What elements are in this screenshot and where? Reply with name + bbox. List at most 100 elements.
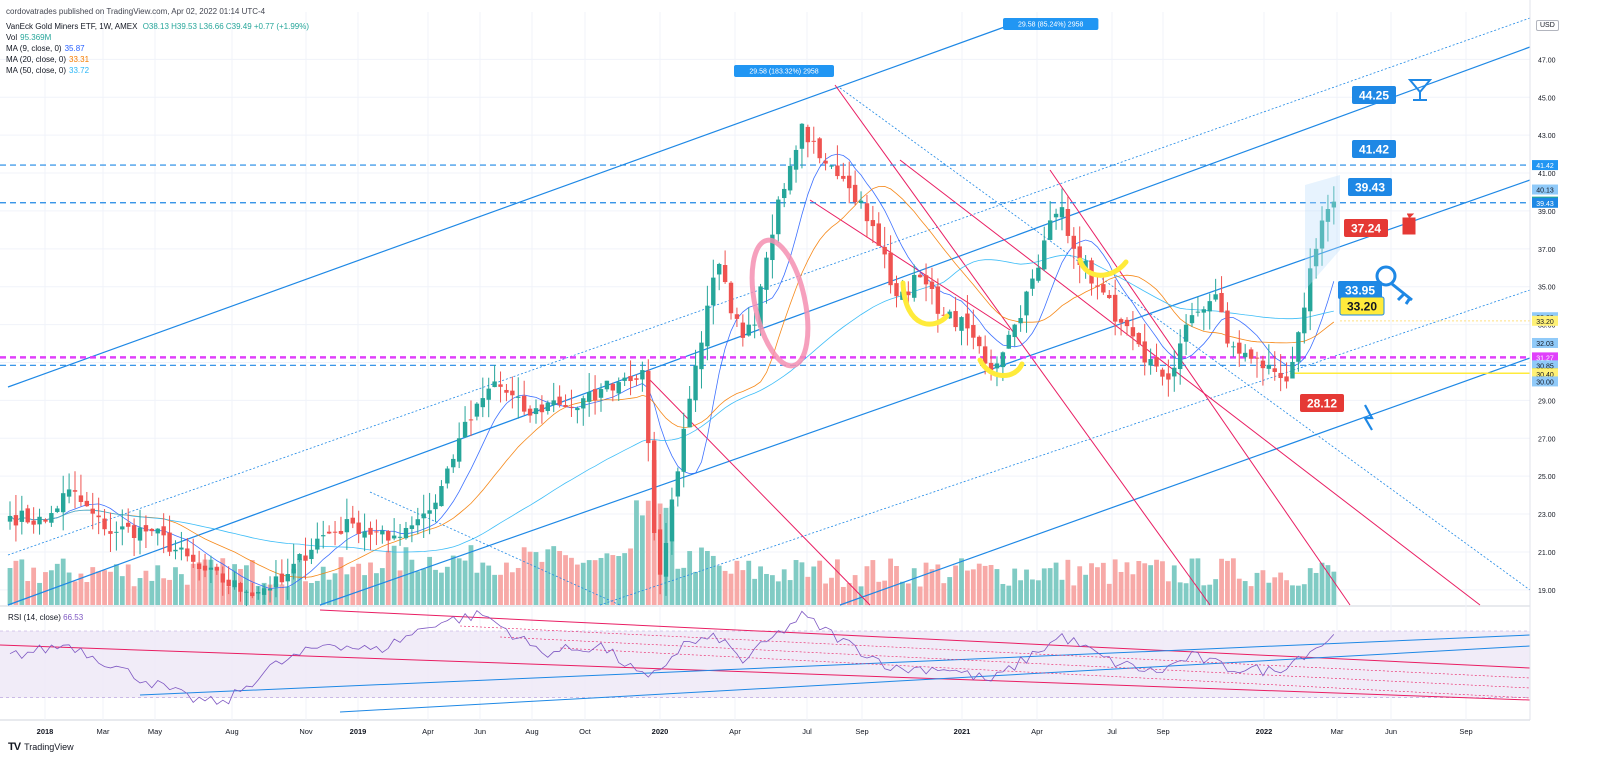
brand-name: TradingView [24,742,74,752]
candle-body [486,388,491,400]
price-tick-label: 35.00 [1538,285,1556,292]
price-tick-label: 47.00 [1538,57,1556,64]
volume-bar [244,565,249,605]
currency-button[interactable]: USD [1536,20,1559,31]
volume-bar [25,581,31,605]
volume-bar [1219,558,1224,605]
volume-bar [1077,566,1083,605]
candle-body [1183,324,1189,342]
candle-body [279,573,285,583]
candle-body [1231,346,1236,348]
price-tick-label: 39.00 [1538,209,1556,216]
candle-body [651,440,657,534]
price-axis[interactable]: 19.0021.0023.0025.0027.0029.0031.0033.00… [1529,0,1600,759]
volume-label: Vol [6,33,18,42]
volume-bar [805,576,811,605]
volume-bar [900,581,905,605]
drawings: 29.58 (85.24%) 2958 29.58 (183.32%) 2958 [734,18,1433,431]
time-tick-label: Jun [474,727,486,736]
ma9-legend[interactable]: MA (9, close, 0) 35.87 [6,43,85,54]
volume-bar [574,564,580,605]
candle-body [1195,311,1201,313]
volume-bar [976,563,982,605]
volume-bar [882,580,888,605]
tradingview-logo[interactable]: TV TradingView [8,741,74,753]
price-callout-bg [1339,296,1385,316]
volume-bar [799,562,805,605]
candle-body [291,563,296,574]
candle-body [90,508,95,514]
candle-body [309,549,314,560]
volume-bar [1018,580,1024,605]
volume-bar [769,575,775,605]
volume-bar [1012,568,1018,605]
candle-body [717,263,722,275]
candle-body [321,535,326,537]
volume-bar [54,563,60,605]
ma20-label: MA (20, close, 0) [6,55,67,64]
volume-bar [545,549,551,605]
time-tick-label: 2020 [652,727,669,736]
rsi-legend[interactable]: RSI (14, close) 66.53 [8,613,83,622]
candle-body [858,200,864,204]
volume-bar [616,556,622,605]
volume-bar [504,562,509,605]
volume-bar [1118,571,1124,605]
volume-bar [1254,572,1260,605]
volume-bar [911,568,917,605]
volume-bar [1142,563,1148,605]
rsi-trend-line [339,645,1531,713]
volume-bar [840,586,846,605]
candle-body [516,396,521,398]
candle-body [78,495,84,502]
volume-bar [161,578,167,605]
symbol-legend[interactable]: VanEck Gold Miners ETF, 1W, AMEX O38.13 … [6,21,309,32]
volume-bar [214,566,220,605]
axis-price-tag: 39.43 [1536,201,1554,208]
volume-bar [1236,578,1242,605]
volume-legend[interactable]: Vol 95.369M [6,32,51,43]
volume-bar [332,573,338,605]
candle-body [977,336,982,347]
price-callout: 33.20 [1347,300,1377,314]
candle-body [415,519,420,526]
candle-body [646,370,651,444]
volume-bar [1313,572,1319,605]
volume-bar [96,571,102,605]
volume-bar [1295,585,1301,605]
cup-drawing [1077,257,1129,278]
candle-body [126,522,131,527]
candle-body [734,314,740,319]
rsi-channel-line [559,647,1531,699]
volume-bar [397,570,403,605]
candle-body [49,513,54,523]
ma50-legend[interactable]: MA (50, close, 0) 33.72 [6,65,89,76]
ma20-legend[interactable]: MA (20, close, 0) 33.31 [6,54,89,65]
candle-body [55,508,60,512]
candle-body [25,508,30,523]
candle-body [722,265,728,283]
candle-body [533,408,539,415]
candle-body [1254,357,1260,359]
volume-bar [580,562,586,605]
time-axis[interactable]: 2018 Mar May Aug Nov 2019 Apr Jun Aug Oct 2020 Apr J… [37,727,1473,736]
candle-body [114,531,119,533]
candle-body [711,277,716,306]
time-tick-label: Apr [422,727,434,736]
volume-bar [1301,584,1307,605]
volume-bar [1171,565,1177,605]
candle-body [326,531,332,534]
candle-body [1166,373,1171,380]
candlesticks [7,123,1337,606]
volume-bar [1083,574,1089,605]
candle-body [1266,364,1272,369]
volume-bar [1035,580,1041,605]
volume-bar [492,574,498,605]
volume-bar [173,567,178,605]
candle-body [545,402,551,411]
price-callout-bg [1352,140,1396,158]
axis-price-tag-bg [1532,160,1558,171]
volume-bar [374,573,379,605]
volume-bar [19,559,25,605]
